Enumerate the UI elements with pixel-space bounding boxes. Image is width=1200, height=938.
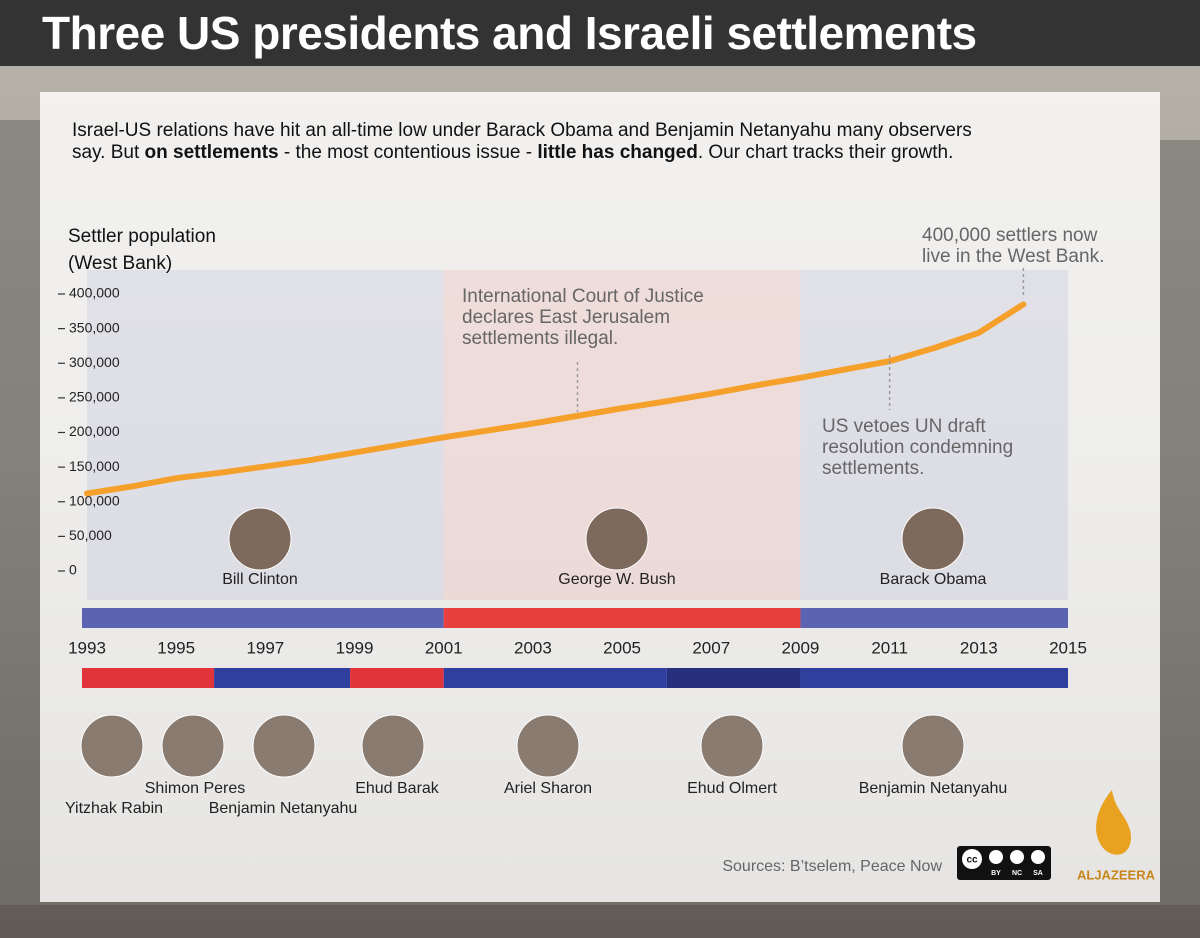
pm-term [443,668,667,688]
x-tick-label: 2003 [514,638,552,657]
y-tick-label: 150,000 [69,458,120,474]
pm-term [666,668,801,688]
pm-name: Benjamin Netanyahu [209,800,358,817]
y-tick-label: 400,000 [69,285,120,301]
portrait [700,714,764,778]
annotation-text: resolution condemning [822,437,1013,458]
y-tick-label: 50,000 [69,527,112,543]
y-tick-label: 100,000 [69,492,120,508]
president-name: Bill Clinton [222,571,298,588]
x-tick-label: 2011 [871,638,908,657]
building-texture [0,120,1200,938]
license-label: NC [1012,870,1022,877]
portrait [252,714,316,778]
brand-logo [1096,790,1131,855]
pm-name: Ehud Olmert [687,780,777,797]
cc-logo: cc [957,846,1051,880]
portrait [80,714,144,778]
y-axis-label: Settler population [68,226,216,247]
svg-text:cc: cc [966,855,978,866]
pm-term [800,668,1068,688]
x-tick-label: 2001 [425,638,463,657]
pm-term [214,668,351,688]
license-label: SA [1033,870,1043,877]
portrait [228,507,292,571]
president-term [443,608,801,628]
x-tick-label: 2009 [782,638,820,657]
president-name: George W. Bush [558,571,675,588]
president-term [800,608,1068,628]
x-tick-label: 1995 [157,638,195,657]
annotation-text: live in the West Bank. [922,246,1104,267]
title: Three US presidents and Israeli settleme… [0,0,1200,66]
plot: Settler population (West Bank) 0 50,000 100,… [58,225,1104,817]
intro: Israel-US relations have hit an all-time… [72,120,972,164]
intro-text: . Our chart tracks their growth. [697,142,954,163]
x-tick-label: 1997 [246,638,284,657]
pm-term [350,668,444,688]
pm-name: Ehud Barak [355,780,440,797]
x-tick-label: 1999 [336,638,374,657]
pm-term [82,668,215,688]
portrait [901,507,965,571]
x-tick-label: 2007 [692,638,730,657]
annotation-text: International Court of Justice [462,286,704,307]
annotation-text: US vetoes UN draft [822,416,986,437]
y-tick-label: 300,000 [69,354,120,370]
portrait [161,714,225,778]
brand: ALJAZEERA [1077,867,1156,882]
annotation-text: settlements illegal. [462,328,618,349]
y-tick-label: 250,000 [69,389,120,405]
intro-bold: on settlements [144,142,279,163]
pm-name: Benjamin Netanyahu [859,780,1008,797]
panel [40,92,1160,902]
intro-text: Israel-US relations have hit an all-time… [72,120,972,163]
intro-bold: little has changed [537,142,698,163]
y-tick-label: 200,000 [69,423,120,439]
portrait [361,714,425,778]
annotation-text: 400,000 settlers now [922,225,1098,246]
settler-line [84,301,1027,497]
y-axis-label: (West Bank) [68,253,172,274]
pm-name: Shimon Peres [145,780,246,797]
license-label: BY [991,870,1001,877]
x-tick-label: 2013 [960,638,998,657]
portrait [516,714,580,778]
x-tick-label: 2015 [1049,638,1087,657]
y-tick-label: 350,000 [69,319,120,335]
annotation-text: settlements. [822,458,924,479]
y-tick-label: 0 [69,562,77,578]
pm-name: Yitzhak Rabin [65,800,163,817]
portrait [585,507,649,571]
president-name: Barack Obama [880,571,987,588]
annotation-text: declares East Jerusalem [462,307,670,328]
intro-text: - the most contentious issue - [278,142,538,163]
portrait [901,714,965,778]
pm-name: Ariel Sharon [504,780,592,797]
x-tick-label: 2005 [603,638,641,657]
president-term [82,608,444,628]
x-tick-label: 1993 [68,638,106,657]
sources: Sources: B’tselem, Peace Now [722,858,942,875]
